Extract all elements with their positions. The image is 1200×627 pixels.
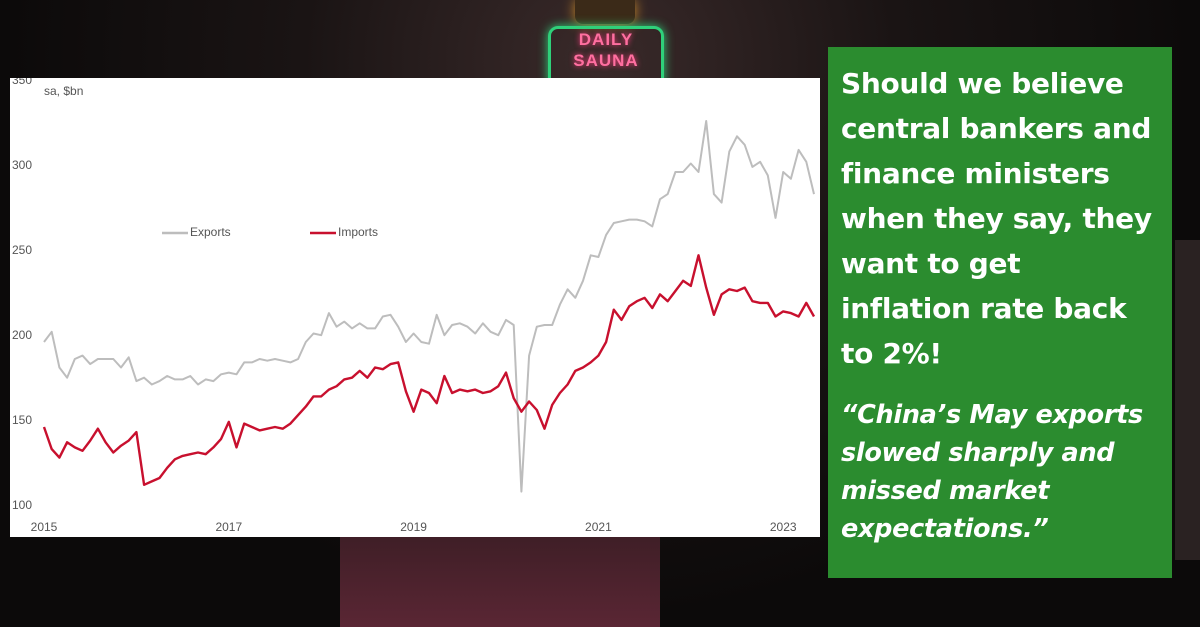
headline-line: to 2%! [841, 337, 942, 370]
quote-line: “China’s May exports [841, 400, 1143, 430]
y-tick-label: 100 [12, 498, 32, 512]
x-tick-label: 2021 [585, 520, 612, 534]
y-tick-label: 200 [12, 328, 32, 342]
headline-line: when they say, they [841, 202, 1152, 235]
x-tick-label: 2019 [400, 520, 427, 534]
line-series [42, 254, 816, 486]
headline-line: central bankers and [841, 112, 1152, 145]
y-tick-label: 300 [12, 158, 32, 172]
line-series [43, 120, 815, 493]
y-tick-label: 250 [12, 243, 32, 257]
quote-line: slowed sharply and [841, 438, 1115, 468]
sign-text: DAILY [578, 30, 634, 49]
x-tick-label: 2017 [215, 520, 242, 534]
background-light [340, 520, 660, 627]
sign-text: SAUNA [573, 51, 639, 70]
headline-line: finance ministers [841, 157, 1110, 190]
quote-line: expectations.” [841, 514, 1049, 544]
headline-line: inflation rate back [841, 292, 1127, 325]
quote-line: missed market [841, 476, 1050, 506]
unit-label: sa, $bn [44, 84, 83, 98]
y-tick-label: 350 [12, 78, 32, 87]
headline-line: want to get [841, 247, 1021, 280]
chart: sa, $bn 100 150 200 250 300 350 2015 2017 2019 202… [10, 78, 820, 537]
legend-label: Imports [338, 225, 378, 239]
background-light [575, 0, 635, 24]
callout-box: Should we believe central bankers and fina… [828, 47, 1172, 578]
y-tick-label: 150 [12, 413, 32, 427]
x-tick-label: 2015 [31, 520, 58, 534]
legend-label: Exports [190, 225, 231, 239]
headline-line: Should we believe [841, 67, 1124, 100]
background-light [1175, 240, 1200, 560]
x-tick-label: 2023 [770, 520, 797, 534]
